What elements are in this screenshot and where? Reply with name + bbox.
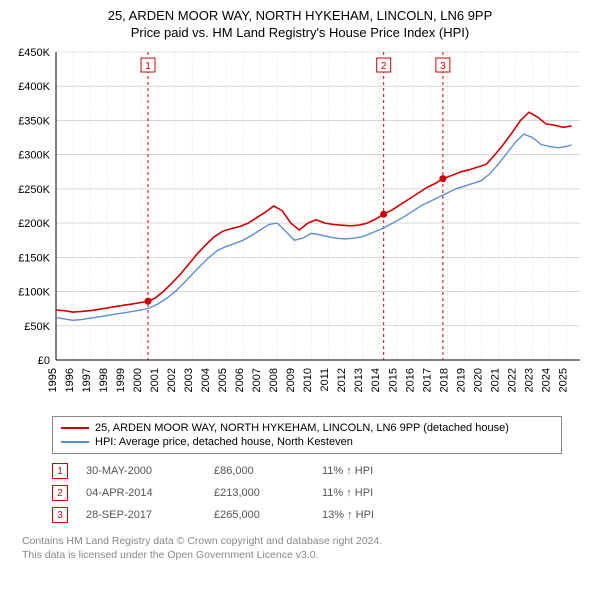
event-marker: 2 [52,485,68,501]
svg-text:1996: 1996 [64,368,76,392]
event-row: 2 04-APR-2014 £213,000 11% ↑ HPI [52,482,590,504]
svg-text:£350K: £350K [18,115,50,127]
svg-text:2006: 2006 [234,368,246,392]
legend: 25, ARDEN MOOR WAY, NORTH HYKEHAM, LINCO… [52,416,562,454]
svg-text:£450K: £450K [18,47,50,59]
legend-label: 25, ARDEN MOOR WAY, NORTH HYKEHAM, LINCO… [95,422,509,434]
svg-text:2024: 2024 [540,368,552,392]
legend-item: HPI: Average price, detached house, Nort… [61,435,553,449]
svg-text:£0: £0 [38,355,50,367]
svg-text:1997: 1997 [81,368,93,392]
svg-text:2017: 2017 [421,368,433,392]
svg-text:£400K: £400K [18,81,50,93]
event-table: 1 30-MAY-2000 £86,000 11% ↑ HPI 2 04-APR-2014… [52,460,590,526]
svg-text:£50K: £50K [24,321,50,333]
event-date: 28-SEP-2017 [86,509,196,521]
svg-text:2023: 2023 [523,368,535,392]
svg-text:£250K: £250K [18,184,50,196]
legend-item: 25, ARDEN MOOR WAY, NORTH HYKEHAM, LINCO… [61,421,553,435]
svg-text:2015: 2015 [387,368,399,392]
svg-text:2025: 2025 [557,368,569,392]
svg-text:2000: 2000 [132,368,144,392]
legend-label: HPI: Average price, detached house, Nort… [95,436,353,448]
svg-text:1: 1 [145,61,151,72]
svg-text:2007: 2007 [251,368,263,392]
svg-text:2016: 2016 [404,368,416,392]
title-line-2: Price paid vs. HM Land Registry's House … [10,25,590,40]
event-delta: 13% ↑ HPI [322,509,422,521]
svg-text:2001: 2001 [149,368,161,392]
event-row: 1 30-MAY-2000 £86,000 11% ↑ HPI [52,460,590,482]
footer-line-1: Contains HM Land Registry data © Crown c… [22,534,590,548]
svg-text:£100K: £100K [18,287,50,299]
svg-text:2008: 2008 [268,368,280,392]
legend-swatch [61,441,89,443]
event-delta: 11% ↑ HPI [322,465,422,477]
svg-text:2022: 2022 [506,368,518,392]
svg-text:1998: 1998 [98,368,110,392]
event-date: 30-MAY-2000 [86,465,196,477]
svg-text:2013: 2013 [353,368,365,392]
footer-attribution: Contains HM Land Registry data © Crown c… [22,534,590,562]
chart-titles: 25, ARDEN MOOR WAY, NORTH HYKEHAM, LINCO… [10,8,590,40]
svg-text:1995: 1995 [47,368,59,392]
legend-swatch [61,427,89,429]
footer-line-2: This data is licensed under the Open Gov… [22,548,590,562]
svg-text:£150K: £150K [18,252,50,264]
svg-text:2004: 2004 [200,368,212,392]
svg-text:2020: 2020 [472,368,484,392]
svg-text:£200K: £200K [18,218,50,230]
event-marker: 1 [52,463,68,479]
svg-text:1999: 1999 [115,368,127,392]
svg-text:£300K: £300K [18,150,50,162]
svg-text:2010: 2010 [302,368,314,392]
svg-text:2: 2 [381,61,387,72]
svg-text:2012: 2012 [336,368,348,392]
event-marker: 3 [52,507,68,523]
svg-text:2003: 2003 [183,368,195,392]
svg-text:2019: 2019 [455,368,467,392]
event-price: £265,000 [214,509,304,521]
svg-text:2021: 2021 [489,368,501,392]
event-row: 3 28-SEP-2017 £265,000 13% ↑ HPI [52,504,590,526]
svg-text:2009: 2009 [285,368,297,392]
title-line-1: 25, ARDEN MOOR WAY, NORTH HYKEHAM, LINCO… [10,8,590,23]
svg-text:2005: 2005 [217,368,229,392]
svg-text:2002: 2002 [166,368,178,392]
event-delta: 11% ↑ HPI [322,487,422,499]
event-price: £213,000 [214,487,304,499]
svg-text:2018: 2018 [438,368,450,392]
svg-text:2014: 2014 [370,368,382,392]
event-price: £86,000 [214,465,304,477]
svg-text:3: 3 [440,61,446,72]
event-date: 04-APR-2014 [86,487,196,499]
svg-text:2011: 2011 [319,368,331,392]
price-chart: £0 £50K £100K £150K £200K £250K £300K £350K £400… [10,46,590,406]
